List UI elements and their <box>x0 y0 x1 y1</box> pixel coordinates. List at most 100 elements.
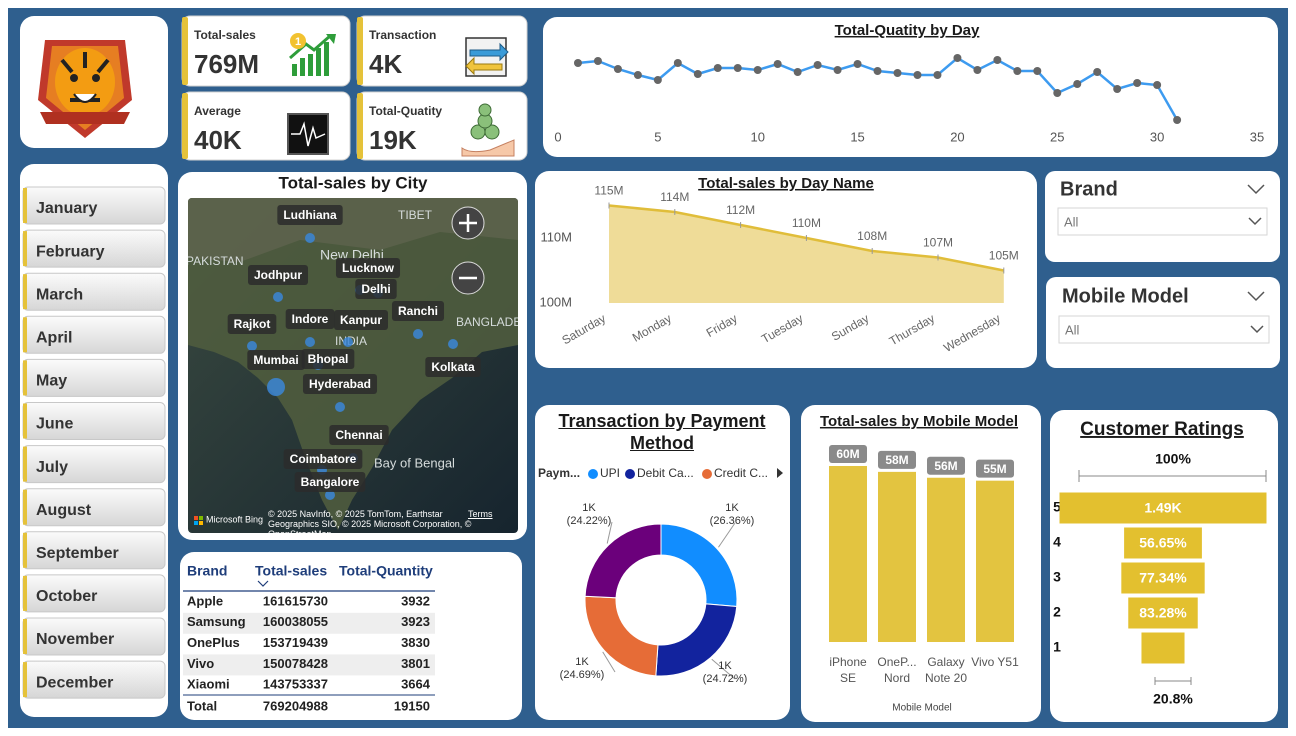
month-label: December <box>36 674 113 691</box>
city-label-bg <box>227 314 277 334</box>
data-label: 56.65% <box>1139 535 1187 551</box>
city-bubble <box>448 339 458 349</box>
slicer-dropdown[interactable] <box>1057 207 1268 236</box>
point <box>873 67 882 75</box>
legend-swatch <box>625 469 635 479</box>
y-tick-label: 110M <box>540 229 572 244</box>
city-bubble <box>325 490 335 500</box>
card-accent <box>357 93 363 159</box>
point <box>673 59 682 67</box>
map-place: BANGLADESH <box>456 315 538 329</box>
data-label-bg <box>829 445 867 463</box>
logo <box>38 40 132 138</box>
quantity-icon <box>461 103 515 157</box>
data-label: 56M <box>934 459 957 473</box>
point <box>1013 67 1022 75</box>
card-value: 40K <box>194 125 242 155</box>
city-label-bg <box>277 205 343 225</box>
leader-line <box>602 651 616 673</box>
table-cell: 3923 <box>401 614 430 629</box>
x-tick-label: 20 <box>950 129 964 144</box>
table-total: 769204988 <box>263 698 328 713</box>
slicer-title: Brand <box>1060 178 1118 200</box>
point <box>1093 68 1102 76</box>
city-bubble <box>413 329 423 339</box>
city-label-bg <box>302 374 378 394</box>
data-label: 77.34% <box>1139 570 1187 586</box>
badge-text: 1 <box>295 36 301 48</box>
legend-swatch <box>588 469 598 479</box>
city-label: Kolkata <box>431 360 475 374</box>
map-labels: New DelhiPAKISTANINDIABANGLADESHTIBETBay… <box>186 205 538 500</box>
leader-line <box>718 522 736 548</box>
point <box>773 60 782 68</box>
area <box>609 205 1004 303</box>
card-value: 4K <box>369 49 402 79</box>
city-bubble <box>267 378 285 396</box>
chevron <box>1247 291 1265 302</box>
line-panel <box>543 17 1278 157</box>
point <box>1113 85 1122 93</box>
slicer-title: Mobile Model <box>1062 285 1189 307</box>
table-cell: 3801 <box>401 656 430 671</box>
x-tick-label: 10 <box>750 129 764 144</box>
chevron <box>1248 217 1262 226</box>
funnel-top-label: 100% <box>1155 451 1191 467</box>
legend-more[interactable] <box>777 468 783 478</box>
month-label: June <box>36 416 73 433</box>
funnel-category: 4 <box>1053 534 1061 550</box>
chart-title: Total-sales by Mobile Model <box>820 413 1018 430</box>
point <box>813 61 822 69</box>
chevron <box>1247 184 1265 195</box>
point <box>1073 80 1082 88</box>
row-stripe <box>183 612 435 634</box>
city-label: Kanpur <box>340 313 382 327</box>
slicer-dropdown[interactable] <box>1058 315 1270 344</box>
city-label: Bhopal <box>308 352 349 366</box>
data-label: 114M <box>660 190 689 204</box>
city-label: Chennai <box>335 428 382 442</box>
month-accent <box>23 532 27 568</box>
card-label: Transaction <box>369 28 436 42</box>
funnel-category: 5 <box>1053 499 1061 515</box>
point <box>733 64 742 72</box>
funnel-category: 1 <box>1053 639 1061 655</box>
table-cell: 150078428 <box>263 656 328 671</box>
point <box>853 60 862 68</box>
month-accent <box>23 274 27 310</box>
map-provider: Microsoft Bing <box>206 514 263 524</box>
funnel-bottom-bracket <box>1154 677 1192 685</box>
leader-line <box>711 658 736 680</box>
point <box>833 66 842 74</box>
card-label: Total-sales <box>194 28 256 42</box>
data-label: 55M <box>983 462 1006 476</box>
month-label: March <box>36 286 83 303</box>
city-label-bg <box>425 357 481 377</box>
funnel-bar <box>1121 562 1205 594</box>
funnel-bar <box>1141 632 1185 664</box>
data-label: 60M <box>836 447 859 461</box>
y-tick-label: 100M <box>539 294 572 309</box>
point <box>973 66 982 74</box>
bar <box>878 471 916 642</box>
table-cell: Vivo <box>187 656 214 671</box>
city-label: Delhi <box>361 282 390 296</box>
data-label: 108M <box>857 229 887 243</box>
legend-label: Credit C... <box>714 466 768 480</box>
table-cell: 143753337 <box>263 677 328 692</box>
month-label: May <box>36 373 67 390</box>
month-accent <box>23 446 27 482</box>
map-place: PAKISTAN <box>186 254 244 268</box>
data-label-bg <box>976 459 1014 478</box>
table-cell: Samsung <box>187 614 246 629</box>
map-title: Total-sales by City <box>279 173 428 192</box>
city-label-bg <box>248 265 308 285</box>
city-label-bg <box>329 425 389 445</box>
funnel-bar <box>1128 597 1198 629</box>
city-label: Ranchi <box>398 304 438 318</box>
point <box>1133 79 1142 87</box>
chevron <box>1250 325 1264 334</box>
card-accent <box>357 17 363 85</box>
x-tick-label: 30 <box>1150 129 1164 144</box>
city-label: Jodhpur <box>254 268 302 282</box>
